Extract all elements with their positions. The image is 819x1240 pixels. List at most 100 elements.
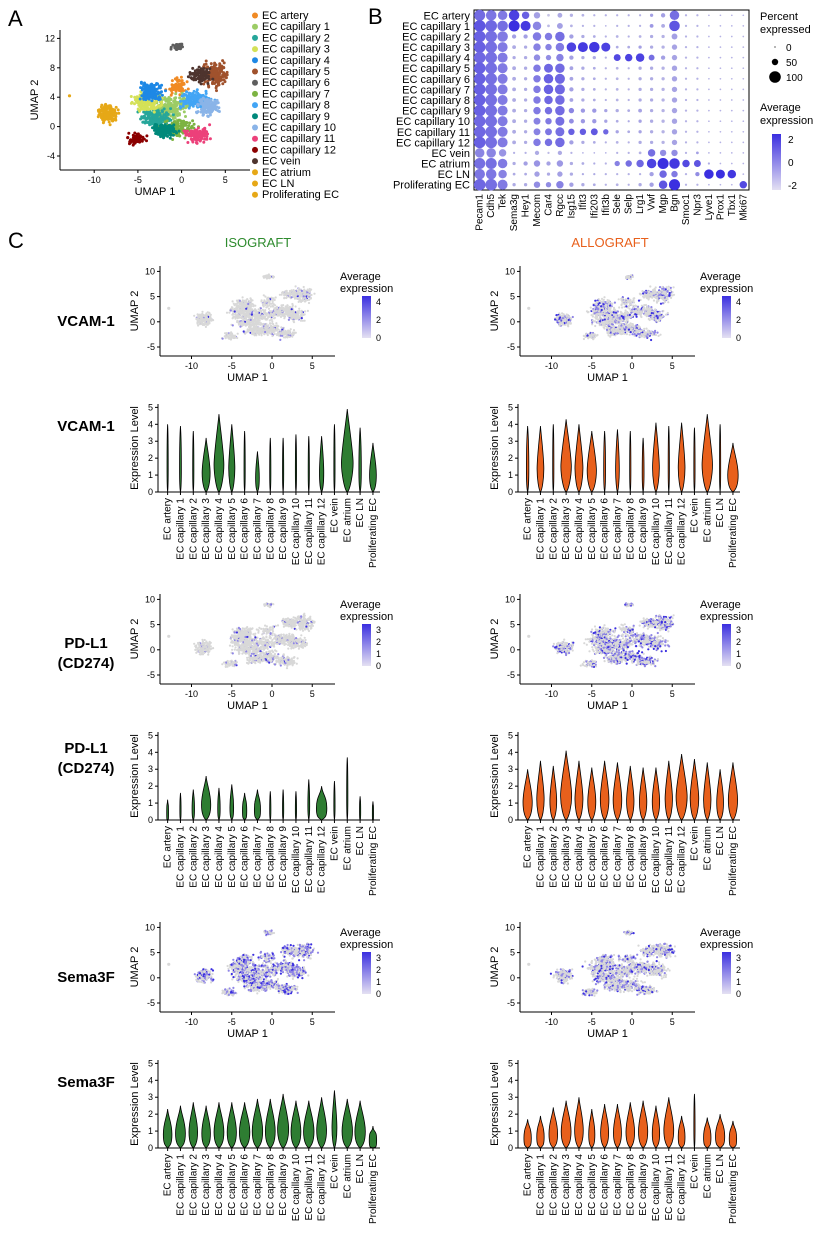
dotplot-dot [649, 13, 654, 17]
dotplot-dot [659, 149, 667, 157]
dotplot-dot [742, 14, 745, 17]
umap-point [117, 111, 121, 115]
umap-point [281, 310, 284, 313]
umap-point [156, 90, 160, 94]
umap-point [261, 302, 265, 306]
umap-point [290, 308, 293, 311]
umap-point [233, 336, 236, 339]
dotplot-dot [708, 56, 710, 59]
dotplot-dot [708, 25, 710, 27]
dotplot-dot [719, 88, 722, 91]
umap-point [249, 318, 252, 321]
umap-point [156, 104, 160, 108]
dotplot-dot [684, 130, 688, 133]
dotplot-dot [523, 98, 528, 102]
dotplot-dot [638, 119, 642, 123]
dotplot-dot [556, 180, 564, 189]
umap-point [606, 315, 610, 318]
dotplot-gene-label: Lrg1 [635, 194, 646, 214]
umap-point [155, 123, 159, 127]
dotplot-dot [638, 108, 642, 113]
cluster-legend-label: EC capillary 7 [262, 88, 330, 100]
dotplot-dot [719, 14, 722, 17]
dotplot-dot [533, 64, 541, 72]
dotplot-dot [661, 77, 665, 81]
panel-b-legends: Percentexpressed050100Averageexpression2… [760, 11, 813, 192]
dotplot-dot [512, 119, 516, 124]
umap-point [169, 47, 173, 51]
umap-point [249, 297, 252, 300]
dotplot-dot [615, 98, 619, 102]
dotplot-dot [590, 128, 598, 136]
dotplot-dot [684, 141, 688, 144]
dotplot-dot [512, 76, 516, 81]
dotplot-dot [638, 130, 642, 134]
dotplot-dot [684, 35, 688, 38]
umap-point [622, 302, 625, 305]
dotplot-dot [523, 140, 528, 145]
umap-point [177, 46, 181, 50]
dotplot-dot [474, 157, 486, 170]
umap-point [114, 105, 118, 109]
cluster-legend-label: EC capillary 3 [262, 44, 330, 56]
dotplot-dot [485, 41, 498, 53]
violin [255, 451, 260, 493]
cluster-legend-label: EC vein [262, 156, 301, 168]
umap-point [205, 97, 209, 101]
dotplot-dot [627, 183, 630, 186]
umap-point [173, 77, 177, 81]
cluster-legend-label: EC LN [262, 178, 294, 190]
dotplot-dot [555, 137, 565, 148]
cluster-legend-swatch [252, 46, 258, 53]
cluster-legend-swatch [252, 191, 258, 198]
umap-point [200, 72, 203, 76]
umap-point [251, 322, 254, 325]
dotplot-dot [604, 108, 608, 113]
umap-point [218, 79, 222, 82]
umap-y-tick: 0 [510, 317, 515, 327]
violin [294, 434, 297, 493]
dotplot-dot [473, 83, 486, 96]
dotplot-dot [657, 157, 669, 170]
panel-a-letter: A [8, 6, 23, 31]
umap-point [269, 302, 272, 305]
dotplot-gene-label: Pecam1 [475, 194, 486, 231]
violin-y-tick: 0 [148, 487, 153, 497]
dotplot-dot [707, 162, 711, 165]
umap-point [204, 92, 208, 95]
umap-point [162, 107, 166, 111]
umap-point [171, 138, 175, 141]
dotplot-dot [546, 172, 551, 176]
umap-point [282, 313, 285, 316]
dotplot-dot [671, 86, 678, 93]
violin [333, 424, 336, 493]
umap-point [273, 327, 276, 331]
dotplot-dot [485, 20, 498, 32]
umap-point [100, 112, 104, 116]
umap-point [160, 90, 163, 94]
umap-point [617, 298, 620, 301]
umap-point [265, 306, 268, 309]
violin [282, 437, 285, 493]
dotplot-dot [708, 99, 710, 101]
dotplot-dot [649, 34, 654, 39]
umap-point [265, 325, 268, 328]
umap-point [230, 337, 233, 341]
umap-point [221, 337, 224, 340]
umap-point [198, 313, 201, 316]
umap-point [268, 310, 271, 313]
umap-point [177, 78, 181, 82]
umap-point [222, 71, 226, 75]
dotplot-dot [649, 108, 654, 113]
cluster-legend-label: EC capillary 11 [262, 133, 335, 145]
umap-y-label: UMAP 2 [29, 80, 41, 121]
umap-point [192, 89, 196, 93]
umap-point [598, 299, 602, 302]
dotplot-dot [730, 67, 733, 70]
dotplot-dot [616, 14, 619, 17]
umap-point [264, 311, 267, 314]
umap-point [252, 305, 255, 308]
umap-point [196, 126, 200, 130]
color-legend-title: Average [760, 102, 801, 114]
